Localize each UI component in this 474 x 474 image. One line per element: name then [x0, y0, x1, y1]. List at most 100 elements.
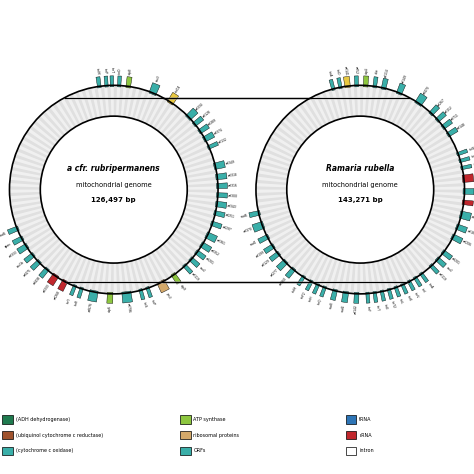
Polygon shape — [354, 263, 358, 294]
Wedge shape — [107, 292, 113, 303]
Polygon shape — [179, 142, 208, 158]
Polygon shape — [27, 128, 55, 148]
Polygon shape — [47, 246, 69, 272]
Polygon shape — [132, 260, 143, 291]
Text: ahe: ahe — [374, 68, 379, 74]
Polygon shape — [427, 219, 456, 234]
FancyBboxPatch shape — [2, 415, 13, 424]
Wedge shape — [213, 210, 225, 218]
Wedge shape — [305, 280, 313, 291]
FancyBboxPatch shape — [180, 447, 191, 455]
Wedge shape — [194, 250, 206, 260]
Text: trnY2: trnY2 — [390, 300, 396, 309]
Polygon shape — [282, 118, 307, 141]
Wedge shape — [171, 273, 181, 284]
Wedge shape — [354, 292, 359, 303]
Text: orf267: orf267 — [437, 97, 447, 107]
Polygon shape — [407, 245, 429, 270]
Polygon shape — [118, 263, 124, 294]
Polygon shape — [344, 86, 351, 117]
Polygon shape — [396, 253, 413, 281]
Polygon shape — [257, 170, 288, 178]
Polygon shape — [304, 252, 323, 279]
Polygon shape — [66, 95, 82, 124]
Text: orf349: orf349 — [225, 160, 236, 166]
Polygon shape — [430, 210, 460, 222]
Text: orf711: orf711 — [451, 113, 461, 122]
Polygon shape — [22, 225, 51, 243]
Wedge shape — [459, 211, 472, 221]
Polygon shape — [272, 229, 300, 248]
Text: orf52: orf52 — [354, 66, 358, 74]
Polygon shape — [385, 91, 399, 121]
Polygon shape — [296, 105, 317, 132]
Polygon shape — [21, 139, 49, 156]
Polygon shape — [178, 223, 207, 240]
Wedge shape — [456, 149, 468, 156]
Polygon shape — [183, 210, 214, 222]
Polygon shape — [143, 94, 158, 123]
Polygon shape — [376, 88, 386, 118]
Text: orf333: orf333 — [43, 283, 51, 294]
Wedge shape — [252, 221, 265, 232]
Text: orf796: orf796 — [126, 303, 131, 313]
Polygon shape — [155, 103, 175, 130]
Polygon shape — [185, 167, 216, 176]
Wedge shape — [96, 77, 101, 88]
Polygon shape — [172, 126, 198, 146]
Wedge shape — [329, 79, 335, 91]
Text: a cfr. ​rubripermanens: a cfr. ​rubripermanens — [67, 164, 160, 173]
Wedge shape — [104, 76, 108, 87]
Wedge shape — [435, 257, 447, 267]
Text: trnI: trnI — [420, 288, 427, 294]
Polygon shape — [259, 208, 290, 219]
Polygon shape — [159, 107, 180, 133]
Text: (ADH dehydrogenase): (ADH dehydrogenase) — [16, 417, 70, 422]
Polygon shape — [365, 263, 370, 294]
Text: orf374: orf374 — [213, 128, 223, 136]
Polygon shape — [24, 134, 52, 152]
Wedge shape — [217, 183, 228, 189]
Text: orf277: orf277 — [269, 268, 279, 277]
Text: trnV: trnV — [413, 292, 419, 299]
Polygon shape — [151, 100, 170, 128]
Polygon shape — [9, 183, 40, 187]
Polygon shape — [145, 255, 161, 284]
Text: trnC: trnC — [472, 154, 474, 159]
Polygon shape — [177, 137, 205, 154]
Polygon shape — [433, 197, 464, 203]
Polygon shape — [434, 186, 465, 190]
Polygon shape — [425, 223, 453, 240]
Polygon shape — [409, 111, 432, 136]
Text: trnD4: trnD4 — [175, 85, 183, 94]
Text: atp9: atp9 — [179, 283, 186, 292]
FancyBboxPatch shape — [346, 431, 356, 439]
Wedge shape — [126, 77, 132, 88]
Polygon shape — [15, 212, 45, 225]
Polygon shape — [116, 85, 120, 116]
Polygon shape — [123, 262, 130, 293]
Wedge shape — [157, 279, 169, 293]
Polygon shape — [421, 131, 448, 150]
Polygon shape — [428, 148, 457, 163]
Polygon shape — [174, 131, 202, 150]
Polygon shape — [260, 157, 291, 169]
Polygon shape — [45, 109, 67, 135]
Text: trnM: trnM — [95, 68, 100, 75]
FancyBboxPatch shape — [346, 415, 356, 424]
Polygon shape — [347, 263, 353, 293]
Polygon shape — [299, 249, 319, 276]
Polygon shape — [114, 263, 117, 294]
Polygon shape — [82, 259, 93, 290]
Polygon shape — [400, 250, 419, 278]
Polygon shape — [269, 225, 297, 243]
Text: orf149: orf149 — [401, 73, 409, 84]
Polygon shape — [256, 176, 287, 182]
Polygon shape — [264, 145, 294, 160]
Wedge shape — [419, 272, 428, 283]
Wedge shape — [441, 250, 453, 260]
Text: nad6: nad6 — [0, 231, 7, 237]
Text: orf316: orf316 — [228, 183, 238, 188]
Polygon shape — [75, 258, 89, 288]
Text: orf470: orf470 — [423, 85, 431, 96]
